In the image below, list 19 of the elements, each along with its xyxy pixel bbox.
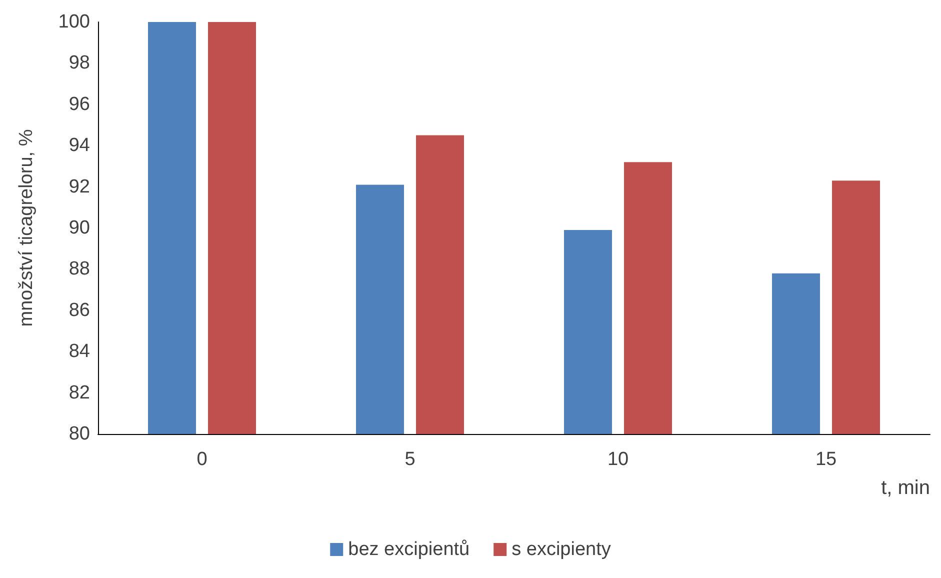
y-tick-label: 86 [68, 300, 90, 321]
y-axis-title: množství ticagreloru, % [16, 129, 37, 327]
x-tick-label: 5 [404, 449, 416, 470]
y-tick-label: 96 [68, 94, 90, 115]
legend-label: bez excipientů [348, 539, 470, 560]
y-tick-label: 92 [68, 176, 90, 198]
y-tick-label: 98 [68, 52, 90, 74]
y-tick-label: 90 [68, 218, 90, 238]
y-tick-label: 82 [68, 382, 90, 404]
y-tick-label: 88 [68, 258, 90, 280]
y-tick-label: 80 [68, 424, 90, 444]
x-tick-label: 15 [815, 449, 837, 470]
y-tick-label: 94 [68, 135, 90, 156]
x-axis-title: t, min [881, 477, 930, 499]
x-tick-label: 10 [607, 449, 629, 470]
y-tick-label: 100 [58, 12, 90, 32]
legend-label: s excipienty [512, 539, 612, 560]
y-tick-label: 84 [68, 341, 90, 362]
x-tick-label: 0 [196, 449, 208, 470]
